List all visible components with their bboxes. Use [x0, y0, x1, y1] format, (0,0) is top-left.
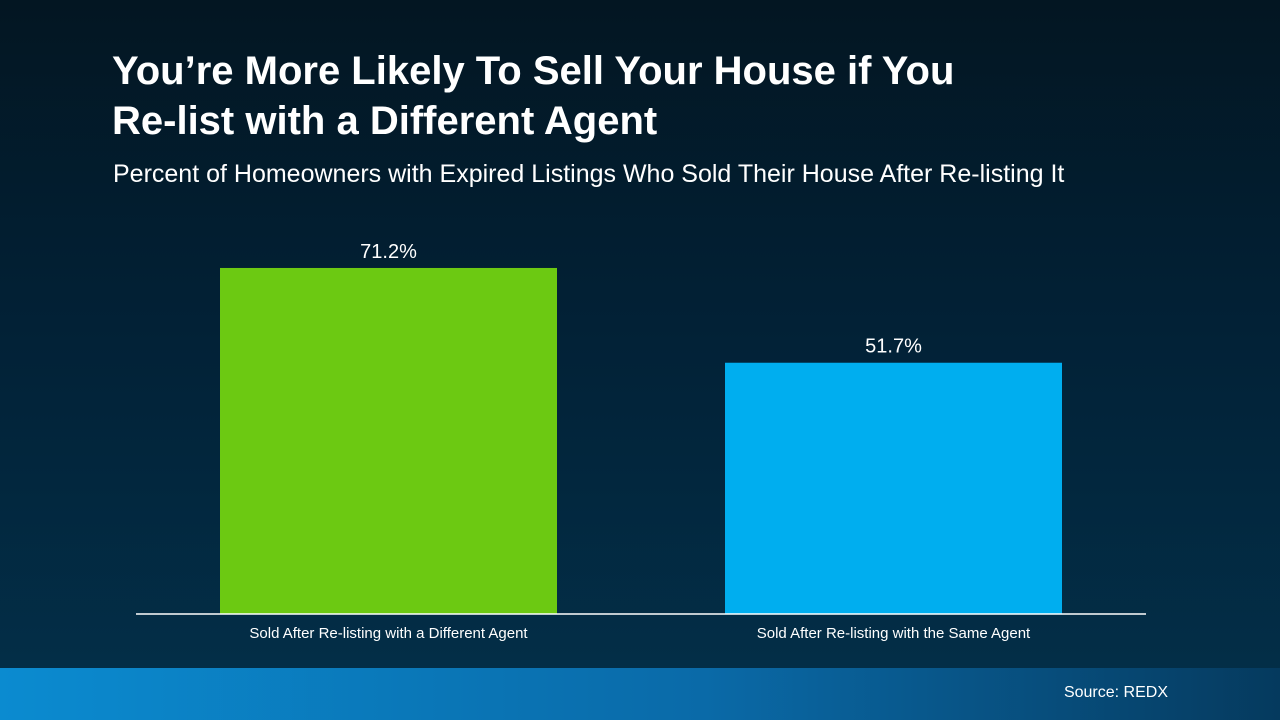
data-label-1: 71.2%: [360, 241, 417, 263]
chart-subtitle: Percent of Homeowners with Expired Listi…: [113, 160, 1065, 188]
category-label-1: Sold After Re-listing with a Different A…: [249, 625, 528, 642]
labels-layer: 71.2% Sold After Re-listing with a Differ…: [249, 241, 1031, 642]
data-label-2: 51.7%: [865, 336, 922, 358]
footer-band: Source: REDX: [0, 668, 1280, 720]
bars-layer: [220, 267, 1062, 614]
chart-title: You’re More Likely To Sell Your House if…: [112, 46, 1172, 146]
source-note: Source: REDX: [1063, 684, 1168, 701]
title-line-1: You’re More Likely To Sell Your House if…: [112, 49, 955, 93]
bar-chart: 71.2% Sold After Re-listing with a Differ…: [220, 241, 1062, 642]
title-line-2: Re-list with a Different Agent: [112, 99, 658, 143]
bar-1: [220, 267, 557, 614]
bar-2: [725, 362, 1062, 614]
category-label-2: Sold After Re-listing with the Same Agen…: [757, 625, 1031, 642]
